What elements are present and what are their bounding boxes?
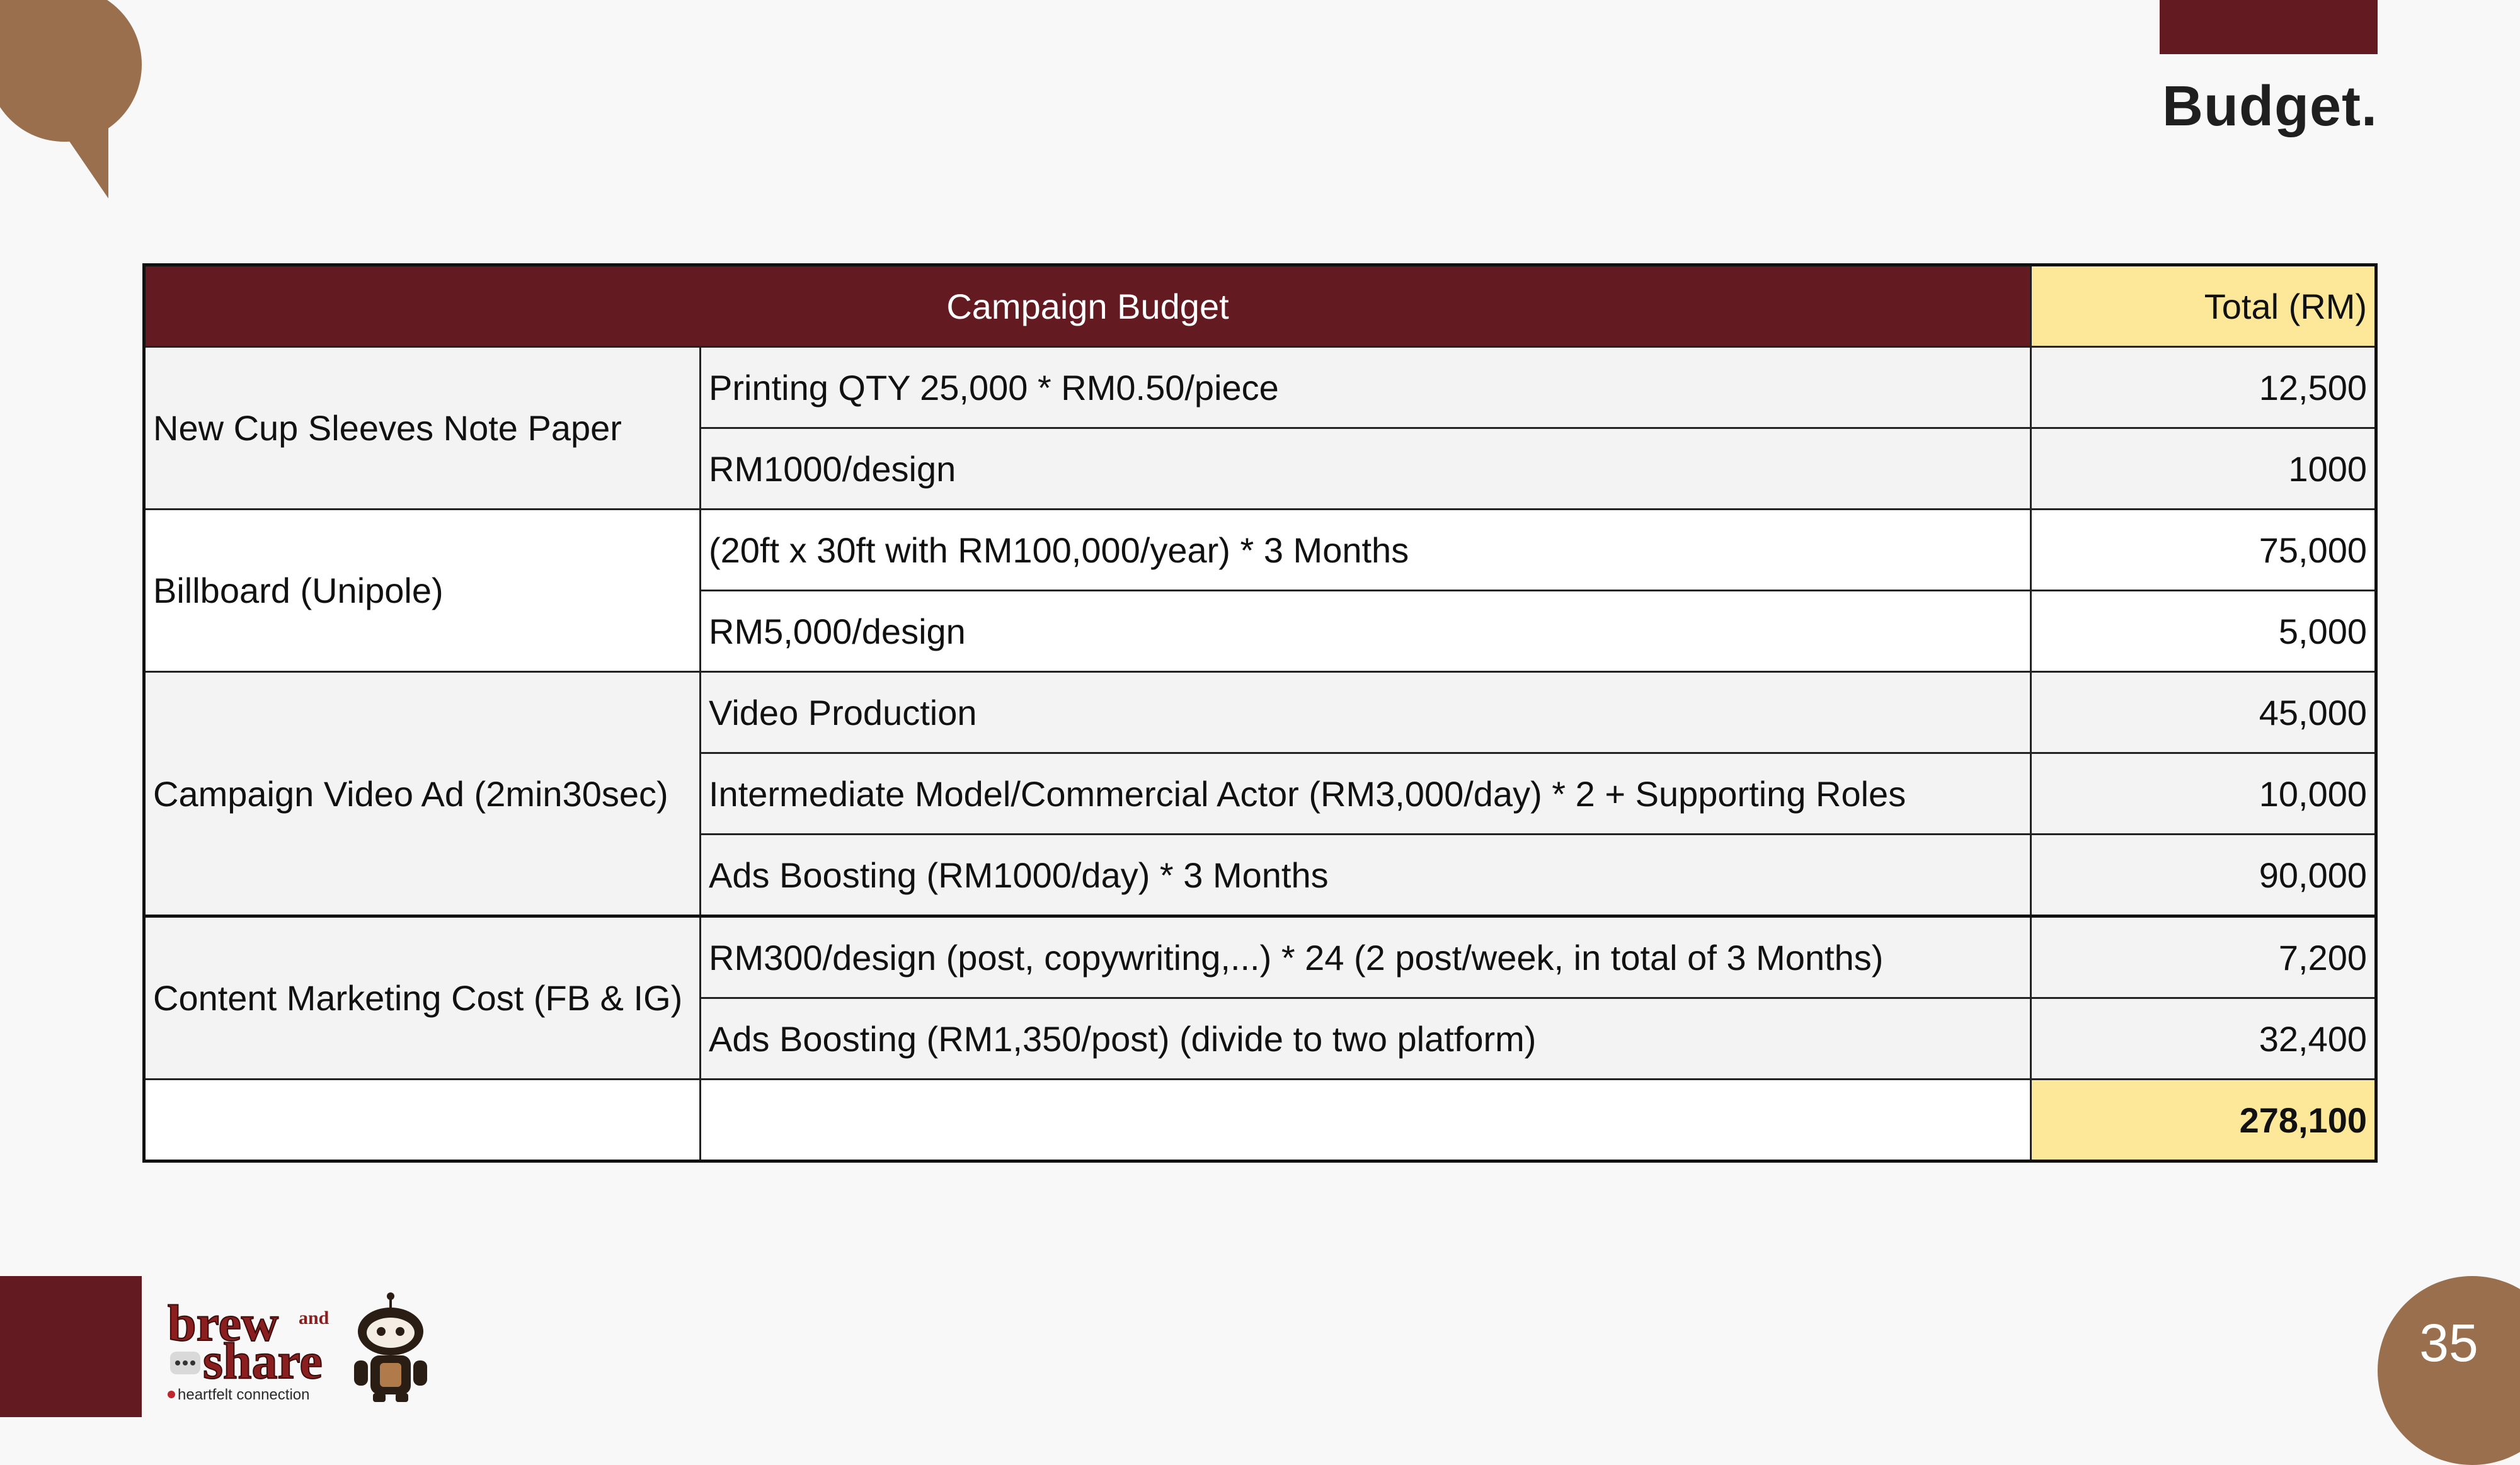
item-description: Video Production [699, 671, 2032, 754]
heart-icon [168, 1391, 175, 1398]
header-total: Total (RM) [2030, 264, 2377, 348]
item-description: Ads Boosting (RM1,350/post) (divide to t… [699, 997, 2032, 1080]
item-description: RM5,000/design [699, 590, 2032, 673]
empty-cell [699, 1078, 2032, 1162]
budget-table: Campaign Budget Total (RM) New Cup Sleev… [142, 263, 2378, 1163]
item-amount: 45,000 [2030, 671, 2377, 754]
table-row: Ads Boosting (RM1000/day) * 3 Months 90,… [144, 833, 2377, 917]
group-label: Campaign Video Ad (2min30sec) [143, 671, 701, 917]
speech-bubble-decoration [0, 0, 142, 142]
slide-title: Budget. [2162, 75, 2378, 138]
item-amount: 7,200 [2030, 915, 2377, 999]
item-description: Printing QTY 25,000 * RM0.50/piece [699, 346, 2032, 429]
grand-total: 278,100 [2030, 1078, 2377, 1162]
page-number: 35 [2419, 1313, 2478, 1372]
item-description: Ads Boosting (RM1000/day) * 3 Months [699, 833, 2032, 917]
logo-word-and: and [299, 1308, 329, 1328]
item-amount: 32,400 [2030, 997, 2377, 1080]
empty-cell [143, 1078, 701, 1162]
item-amount: 12,500 [2030, 346, 2377, 429]
table-row: New Cup Sleeves Note Paper Printing QTY … [143, 346, 2377, 510]
group-label: Content Marketing Cost (FB & IG) [143, 915, 701, 1080]
header-campaign-budget: Campaign Budget [143, 264, 2032, 348]
table-row: Content Marketing Cost (FB & IG) RM300/d… [143, 915, 2377, 1080]
table-header-row: Campaign Budget Total (RM) [143, 264, 2377, 348]
item-amount: 10,000 [2030, 752, 2377, 835]
speech-bubble-tail [57, 123, 108, 198]
item-description: Intermediate Model/Commercial Actor (RM3… [699, 752, 2032, 835]
table-row: RM5,000/design 5,000 [144, 590, 2377, 673]
item-description: (20ft x 30ft with RM100,000/year) * 3 Mo… [699, 508, 2032, 591]
table-row: Campaign Video Ad (2min30sec) Video Prod… [143, 671, 2377, 917]
table-row: RM1000/design 1000 [144, 427, 2377, 510]
group-label: New Cup Sleeves Note Paper [143, 346, 701, 510]
item-amount: 1000 [2030, 427, 2377, 510]
logo-word-share: share [203, 1332, 323, 1389]
total-row: 278,100 [143, 1078, 2377, 1162]
top-accent-bar [2160, 0, 2378, 54]
item-description: RM1000/design [699, 427, 2032, 510]
table-row: Ads Boosting (RM1,350/post) (divide to t… [144, 997, 2377, 1080]
bottom-accent-block [0, 1276, 142, 1417]
item-description: RM300/design (post, copywriting,...) * 2… [699, 915, 2032, 999]
item-amount: 5,000 [2030, 590, 2377, 673]
item-amount: 75,000 [2030, 508, 2377, 591]
group-label: Billboard (Unipole) [143, 508, 701, 673]
logo-tagline: heartfelt connection [178, 1386, 309, 1403]
logo-word-brew: brew [168, 1294, 278, 1352]
table-row: Billboard (Unipole) (20ft x 30ft with RM… [143, 508, 2377, 673]
brew-and-share-logo: brew and share heartfelt connection [167, 1292, 427, 1403]
robot-mascot-icon [354, 1292, 427, 1402]
item-amount: 90,000 [2030, 833, 2377, 917]
table-row: Intermediate Model/Commercial Actor (RM3… [144, 752, 2377, 835]
